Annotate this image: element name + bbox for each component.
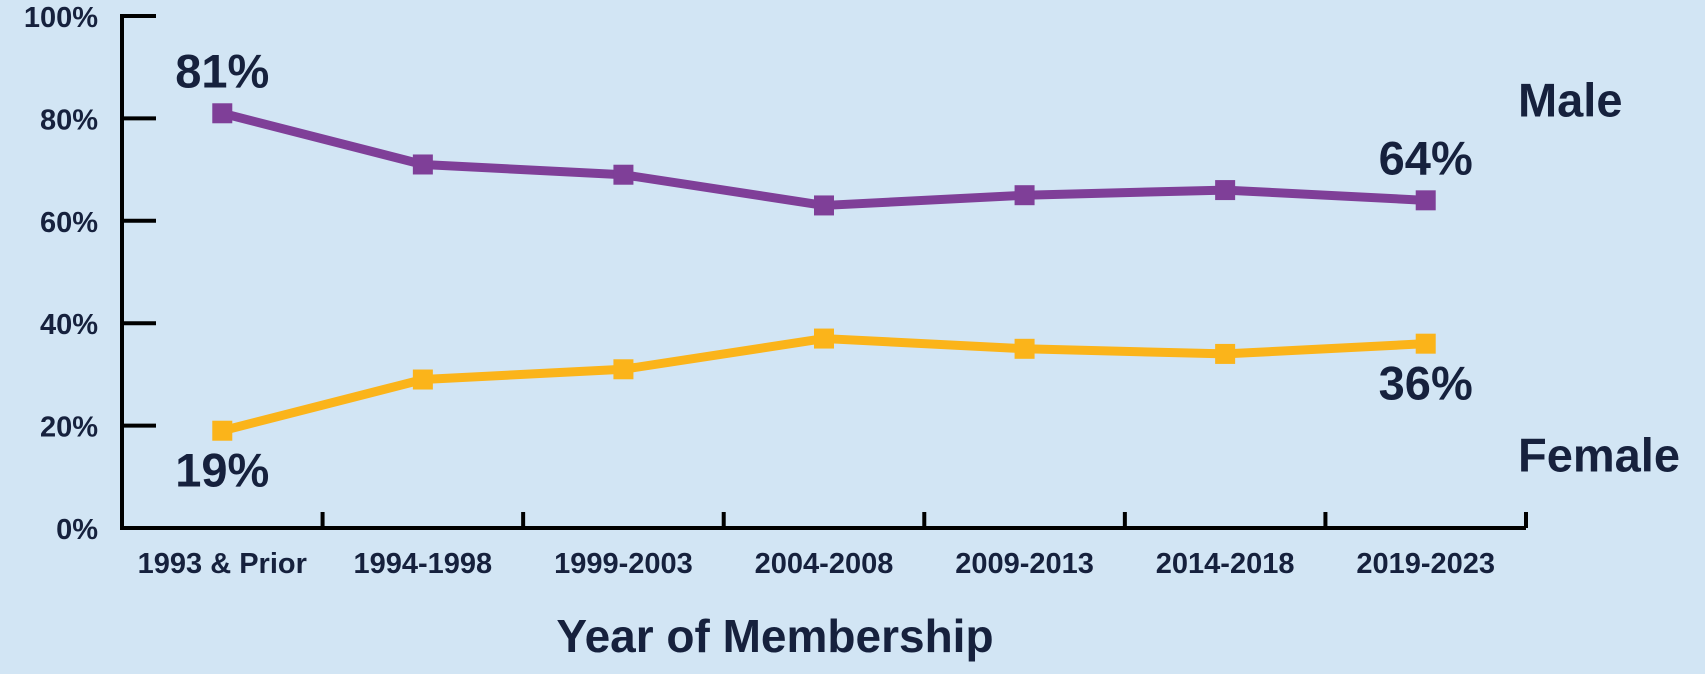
- data-label: 81%: [175, 44, 269, 97]
- y-tick-label: 20%: [40, 412, 98, 444]
- x-axis: 1993 & Prior 1994-1998 1999-2003 2004-2008 2…: [120, 512, 1528, 580]
- y-tick-label: 60%: [40, 207, 98, 239]
- series-name-label: Female: [1518, 429, 1680, 482]
- x-tick-label: 1999-2003: [554, 548, 693, 580]
- series-female: [212, 328, 1436, 441]
- data-point: [212, 420, 233, 441]
- data-point: [212, 103, 233, 124]
- series-line: [221, 334, 1426, 436]
- data-point: [814, 328, 834, 349]
- y-tick-label: 100%: [24, 2, 98, 34]
- data-point: [1014, 338, 1035, 359]
- data-point: [1215, 343, 1236, 364]
- data-label: 36%: [1379, 357, 1473, 410]
- series-male: [212, 103, 1436, 216]
- x-axis-title: Year of Membership: [556, 610, 993, 662]
- data-label: 19%: [175, 444, 269, 497]
- data-point: [613, 359, 634, 380]
- data-point: [1415, 333, 1436, 354]
- data-point: [814, 195, 834, 216]
- data-point: [1014, 185, 1035, 206]
- x-tick-label: 1994-1998: [354, 548, 493, 580]
- data-label: 64%: [1379, 131, 1473, 184]
- data-labels: 81% 64% Male 19% 36% Female: [175, 44, 1680, 496]
- series-layer: [212, 103, 1436, 441]
- x-tick-label: 2019-2023: [1356, 548, 1495, 580]
- y-axis: 0% 20% 40% 60% 80% 100%: [24, 2, 156, 546]
- series-name-label: Male: [1518, 73, 1623, 126]
- data-point: [412, 154, 433, 175]
- x-tick-label: 2014-2018: [1156, 548, 1295, 580]
- data-point: [1215, 180, 1236, 201]
- y-tick-label: 0%: [56, 514, 98, 546]
- data-point: [613, 164, 634, 185]
- y-tick-label: 80%: [40, 104, 98, 136]
- y-tick-label: 40%: [40, 309, 98, 341]
- x-tick-label: 1993 & Prior: [138, 548, 307, 580]
- data-point: [1415, 190, 1436, 211]
- x-tick-label: 2004-2008: [755, 548, 894, 580]
- series-line: [221, 108, 1426, 210]
- x-tick-label: 2009-2013: [955, 548, 1094, 580]
- data-point: [412, 369, 433, 390]
